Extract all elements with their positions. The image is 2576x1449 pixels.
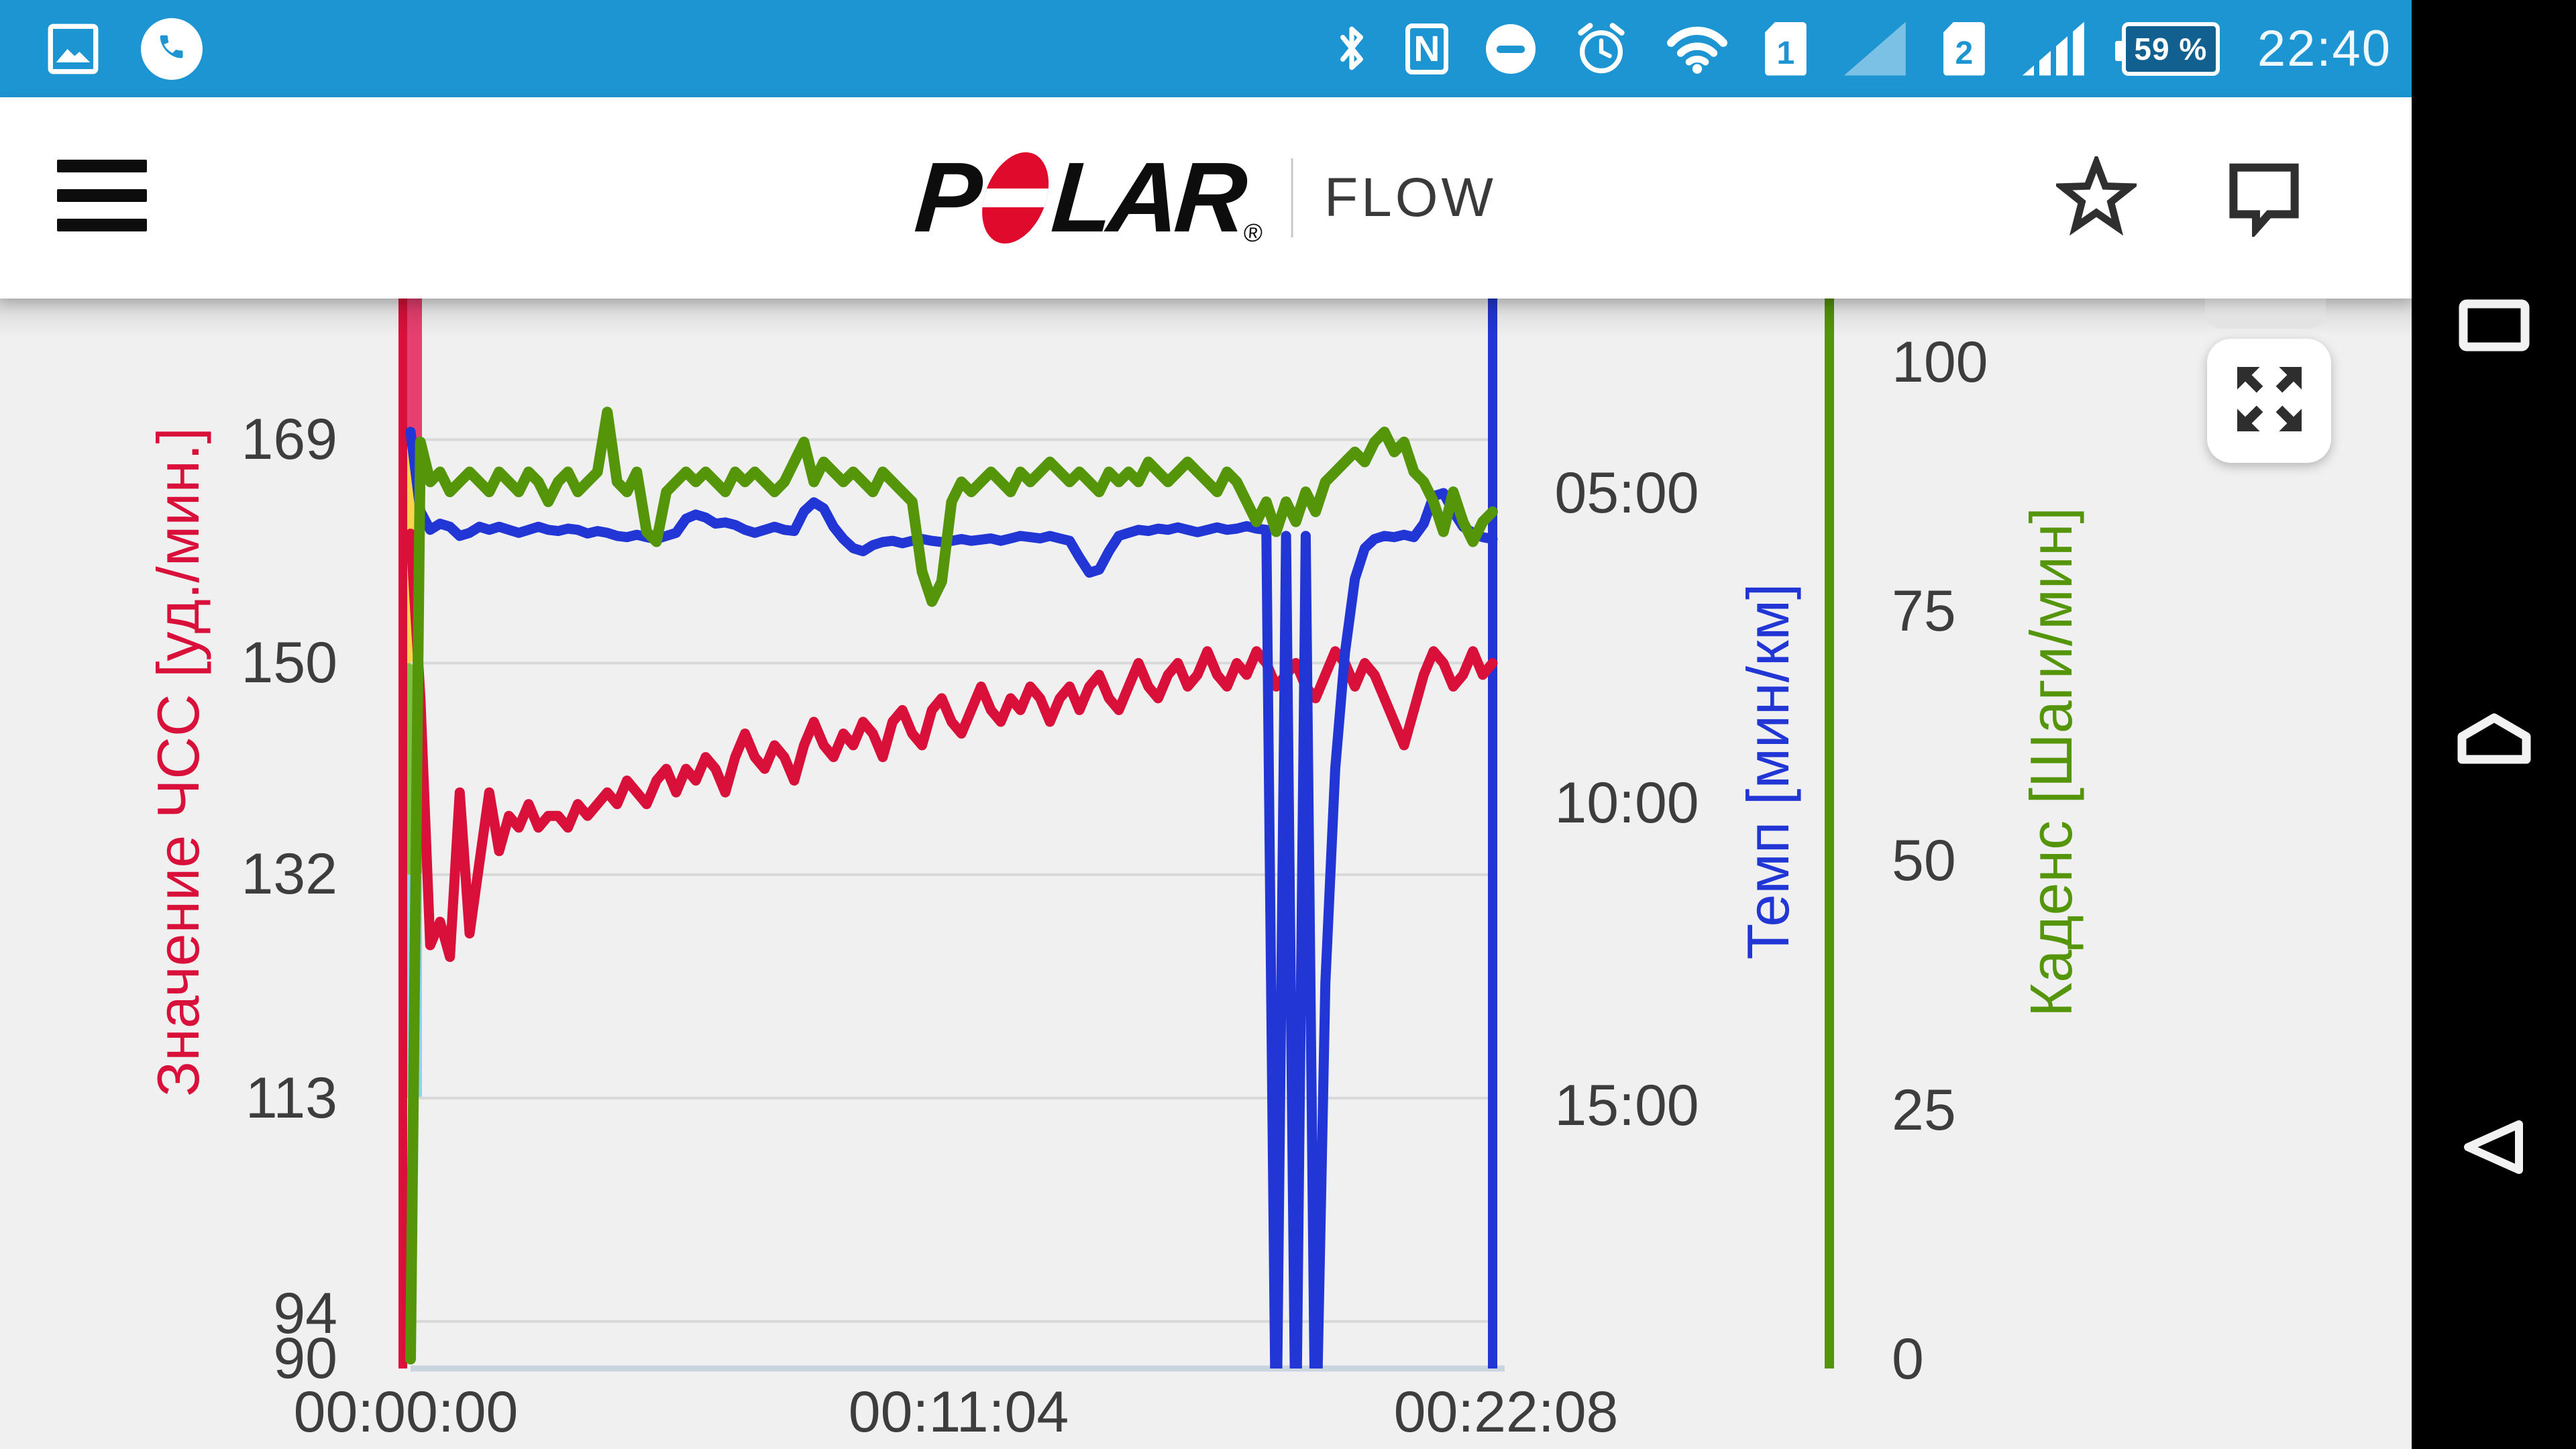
app-header: P LAR ® FLOW [0,97,2412,299]
cadence-axis-title: Каденс [Шаги/мин] [2018,507,2084,1017]
home-button[interactable] [2451,698,2538,778]
sim2-icon: 2 [1943,21,1985,76]
cadence-tick-100: 100 [1892,330,1988,394]
polar-logo-lar: LAR [1048,142,1246,253]
gallery-icon [47,23,99,75]
android-nav-bar [2412,0,2576,1449]
comment-bubble-icon[interactable] [2224,156,2304,240]
back-button[interactable] [2451,1107,2538,1187]
hr-tick-169: 169 [241,407,338,472]
polar-logo-p: P [911,142,981,253]
header-divider [1291,158,1294,237]
pace-axis-title: Темп [мин/км] [1735,583,1801,960]
hr-axis-title: Значение ЧСС [уд./мин.] [145,427,211,1097]
cadence-tick-50: 50 [1892,828,1956,893]
fullscreen-button[interactable] [2207,339,2331,463]
hr-tick-90: 90 [273,1326,337,1391]
menu-icon[interactable] [57,160,147,232]
hr-tick-132: 132 [241,842,338,906]
do-not-disturb-icon [1485,23,1536,74]
chart-panel: 169 150 132 113 94 90 00:00:00 00:11:04 … [0,299,2412,1449]
pace-tick-10: 10:00 [1554,771,1699,835]
hr-tick-150: 150 [241,631,338,695]
call-icon [138,15,205,83]
hr-tick-113: 113 [245,1066,337,1130]
polar-logo-o-disc [973,152,1057,244]
hr-tick-94: 94 [273,1281,337,1346]
pace-tick-15: 15:00 [1554,1073,1699,1138]
app-logo: P LAR ® FLOW [911,141,1497,255]
x-tick-start: 00:00:00 [293,1380,519,1444]
wifi-icon [1666,23,1727,74]
signal-strength-sim2-icon [2022,21,2084,76]
status-clock: 22:40 [2257,20,2392,77]
cadence-tick-25: 25 [1892,1078,1956,1142]
cadence-tick-75: 75 [1892,579,1956,643]
bluetooth-icon [1336,22,1368,76]
fullscreen-expand-icon [2229,359,2310,443]
workout-chart[interactable] [0,299,2412,1449]
battery-percent: 59 % [2134,31,2208,66]
pace-tick-5: 05:00 [1554,461,1699,525]
android-status-bar: N 1 2 59 % 22:40 [0,0,2412,97]
sim1-icon: 1 [1764,21,1807,76]
alarm-icon [1573,21,1629,77]
battery-icon: 59 % [2114,21,2220,76]
registered-mark: ® [1242,219,1263,248]
scrollbar-thumb[interactable] [2205,299,2326,329]
recents-button[interactable] [2451,285,2538,366]
x-tick-end: 00:22:08 [1393,1380,1619,1444]
polar-logo: P LAR ® [911,141,1269,255]
nfc-icon: N [1405,23,1448,74]
signal-strength-sim1-icon [1843,21,1906,76]
app-name: FLOW [1324,167,1497,228]
cadence-tick-0: 0 [1892,1327,1924,1391]
x-tick-middle: 00:11:04 [848,1380,1069,1444]
favorite-star-icon[interactable] [2052,152,2141,240]
